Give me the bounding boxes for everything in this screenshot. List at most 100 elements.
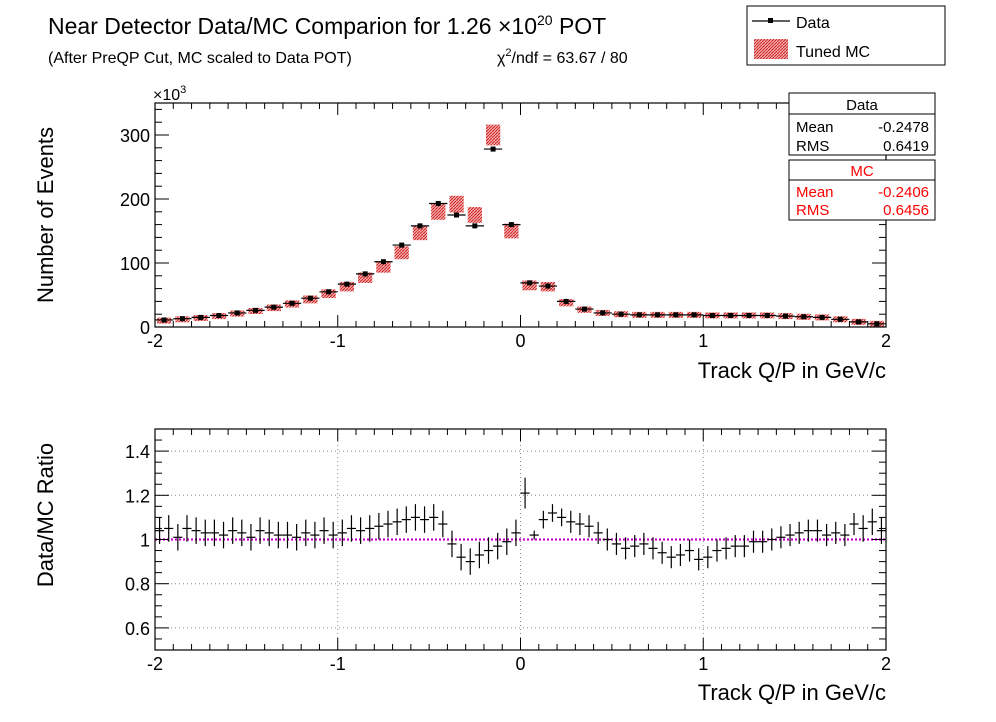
data-point [472, 223, 478, 229]
legend-mc-swatch [754, 39, 788, 59]
stats-mc-rms-label: RMS [796, 202, 829, 219]
legend: Data Tuned MC [746, 5, 946, 66]
data-point [764, 312, 770, 318]
data-point [508, 222, 514, 228]
data-point [600, 310, 606, 316]
ratio-x-tick-label: -1 [330, 654, 346, 674]
data-point [728, 312, 734, 318]
data-point [417, 223, 423, 229]
data-point [289, 300, 295, 306]
data-point [307, 295, 313, 301]
main-plot-frame [154, 102, 887, 328]
data-point [691, 312, 697, 318]
legend-data-label: Data [796, 15, 830, 32]
mc-band [412, 225, 428, 241]
stats-data-mean-label: Mean [796, 119, 834, 136]
data-point [874, 321, 880, 327]
mc-band-series [157, 124, 884, 327]
data-point-series [155, 146, 886, 327]
data-point [435, 200, 441, 206]
mc-band [358, 272, 373, 283]
data-point [709, 312, 715, 318]
mc-band [504, 223, 519, 239]
data-point [527, 280, 533, 286]
mc-band [467, 207, 482, 223]
chart-subtitle: (After PreQP Cut, MC scaled to Data POT) [48, 50, 352, 67]
ratio-y-tick-label: 1.4 [125, 442, 150, 462]
ratio-x-tick-label: 0 [515, 654, 525, 674]
ratio-point-series [155, 477, 886, 575]
data-point [179, 316, 185, 322]
data-point [380, 259, 386, 265]
main-y-axis-label: Number of Events [33, 127, 58, 303]
data-point [655, 312, 661, 318]
stats-data-rms-label: RMS [796, 138, 829, 155]
main-x-tick-label: 1 [698, 331, 708, 351]
mc-band [339, 281, 355, 292]
main-y-tick-label: 200 [120, 190, 150, 210]
mc-band [522, 280, 537, 291]
data-point [819, 314, 825, 320]
data-point [746, 312, 752, 318]
stats-data-rms-value: 0.6419 [883, 138, 929, 155]
data-point [856, 319, 862, 325]
legend-mc-label: Tuned MC [796, 44, 870, 61]
stats-mc-title: MC [850, 163, 873, 180]
data-point [198, 314, 204, 320]
y-multiplier-label: ×103 [153, 84, 186, 104]
ratio-plot-axes: -2 -1 0 1 2 0.6 0.8 1 1.2 1.4 [125, 428, 891, 674]
data-point [253, 307, 259, 313]
main-y-tick-label: 0 [140, 318, 150, 338]
ratio-x-tick-label: 2 [881, 654, 891, 674]
data-point [234, 310, 240, 316]
main-x-tick-label: -2 [147, 331, 163, 351]
main-y-tick-label: 100 [120, 254, 150, 274]
data-point [801, 314, 807, 320]
stats-data-mean-value: -0.2478 [878, 119, 929, 136]
chi2-label: χ2/ndf = 63.67 / 80 [497, 47, 628, 67]
ratio-y-tick-label: 0.6 [125, 619, 150, 639]
ratio-plot: -2 -1 0 1 2 0.6 0.8 1 1.2 1.4 Data/MC Ratio Track… [33, 428, 891, 705]
mc-band [376, 261, 391, 273]
ratio-y-axis-label: Data/MC Ratio [33, 443, 58, 587]
data-point [216, 312, 222, 318]
data-point [161, 317, 167, 323]
data-point [636, 312, 642, 318]
data-point [454, 212, 460, 218]
mc-band [449, 195, 464, 213]
stats-mc-mean-label: Mean [796, 184, 834, 201]
main-x-axis-label: Track Q/P in GeV/c [698, 358, 886, 383]
main-x-tick-label: 0 [515, 331, 525, 351]
main-x-tick-label: -1 [330, 331, 346, 351]
data-point [326, 289, 332, 295]
data-point [490, 146, 496, 152]
data-point [782, 313, 788, 319]
mc-band [485, 124, 501, 146]
data-point [581, 306, 587, 312]
ratio-x-tick-label: 1 [698, 654, 708, 674]
ratio-y-tick-label: 0.8 [125, 575, 150, 595]
data-point [837, 316, 843, 322]
data-point [399, 242, 405, 248]
data-point [563, 298, 569, 304]
main-x-tick-label: 2 [881, 331, 891, 351]
mc-band [394, 246, 409, 260]
chart-title: Near Detector Data/MC Comparion for 1.26… [48, 12, 606, 39]
data-point [271, 304, 277, 310]
ratio-x-axis-label: Track Q/P in GeV/c [698, 680, 886, 705]
stats-box-data: Data Mean -0.2478 RMS 0.6419 [788, 92, 936, 156]
mc-band [431, 203, 446, 220]
data-point [618, 311, 624, 317]
legend-data-marker [768, 18, 773, 23]
ratio-y-tick-label: 1 [140, 531, 150, 551]
data-point [362, 271, 368, 277]
data-point [545, 283, 551, 289]
ratio-y-tick-label: 1.2 [125, 486, 150, 506]
stats-data-title: Data [846, 97, 878, 114]
stats-box-mc: MC Mean -0.2406 RMS 0.6456 [788, 159, 936, 221]
stats-mc-mean-value: -0.2406 [878, 184, 929, 201]
data-point [673, 312, 679, 318]
data-point [344, 281, 350, 287]
